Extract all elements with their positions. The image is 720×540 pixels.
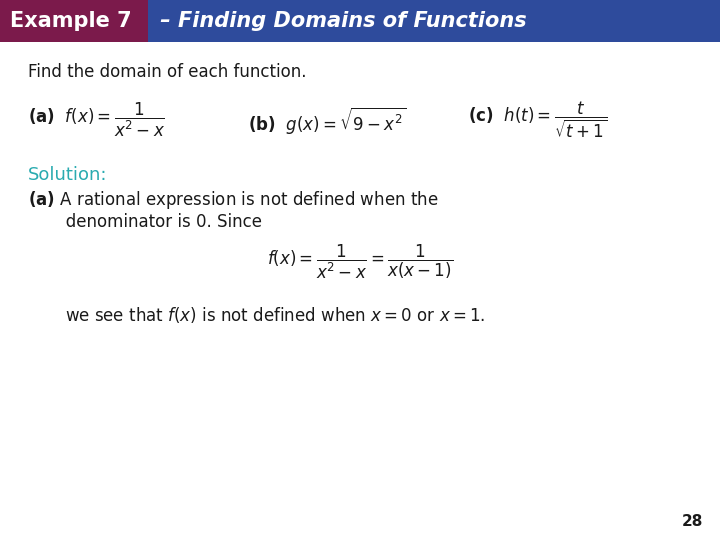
Text: denominator is 0. Since: denominator is 0. Since [50, 213, 262, 231]
Text: $\bf{(a)}$ A rational expression is not defined when the: $\bf{(a)}$ A rational expression is not … [28, 189, 438, 211]
Text: $\bf{(c)}$  $h(t) = \dfrac{t}{\sqrt{t+1}}$: $\bf{(c)}$ $h(t) = \dfrac{t}{\sqrt{t+1}}… [468, 100, 608, 140]
Text: Example 7: Example 7 [10, 11, 132, 31]
Bar [148, 0, 720, 42]
Text: $\bf{(b)}$  $g(x) = \sqrt{9 - x^2}$: $\bf{(b)}$ $g(x) = \sqrt{9 - x^2}$ [248, 105, 407, 136]
Bar [0, 0, 148, 42]
Text: $f(x) = \dfrac{1}{x^2 - x} = \dfrac{1}{x(x-1)}$: $f(x) = \dfrac{1}{x^2 - x} = \dfrac{1}{x… [267, 243, 453, 281]
Text: Find the domain of each function.: Find the domain of each function. [28, 63, 307, 81]
Text: – Finding Domains of Functions: – Finding Domains of Functions [153, 11, 526, 31]
Text: 28: 28 [682, 515, 703, 530]
Text: we see that $f(x)$ is not defined when $x = 0$ or $x = 1.$: we see that $f(x)$ is not defined when $… [65, 305, 485, 325]
Text: $\bf{(a)}$  $f(x) = \dfrac{1}{x^2 - x}$: $\bf{(a)}$ $f(x) = \dfrac{1}{x^2 - x}$ [28, 101, 165, 139]
Text: Solution:: Solution: [28, 166, 107, 184]
